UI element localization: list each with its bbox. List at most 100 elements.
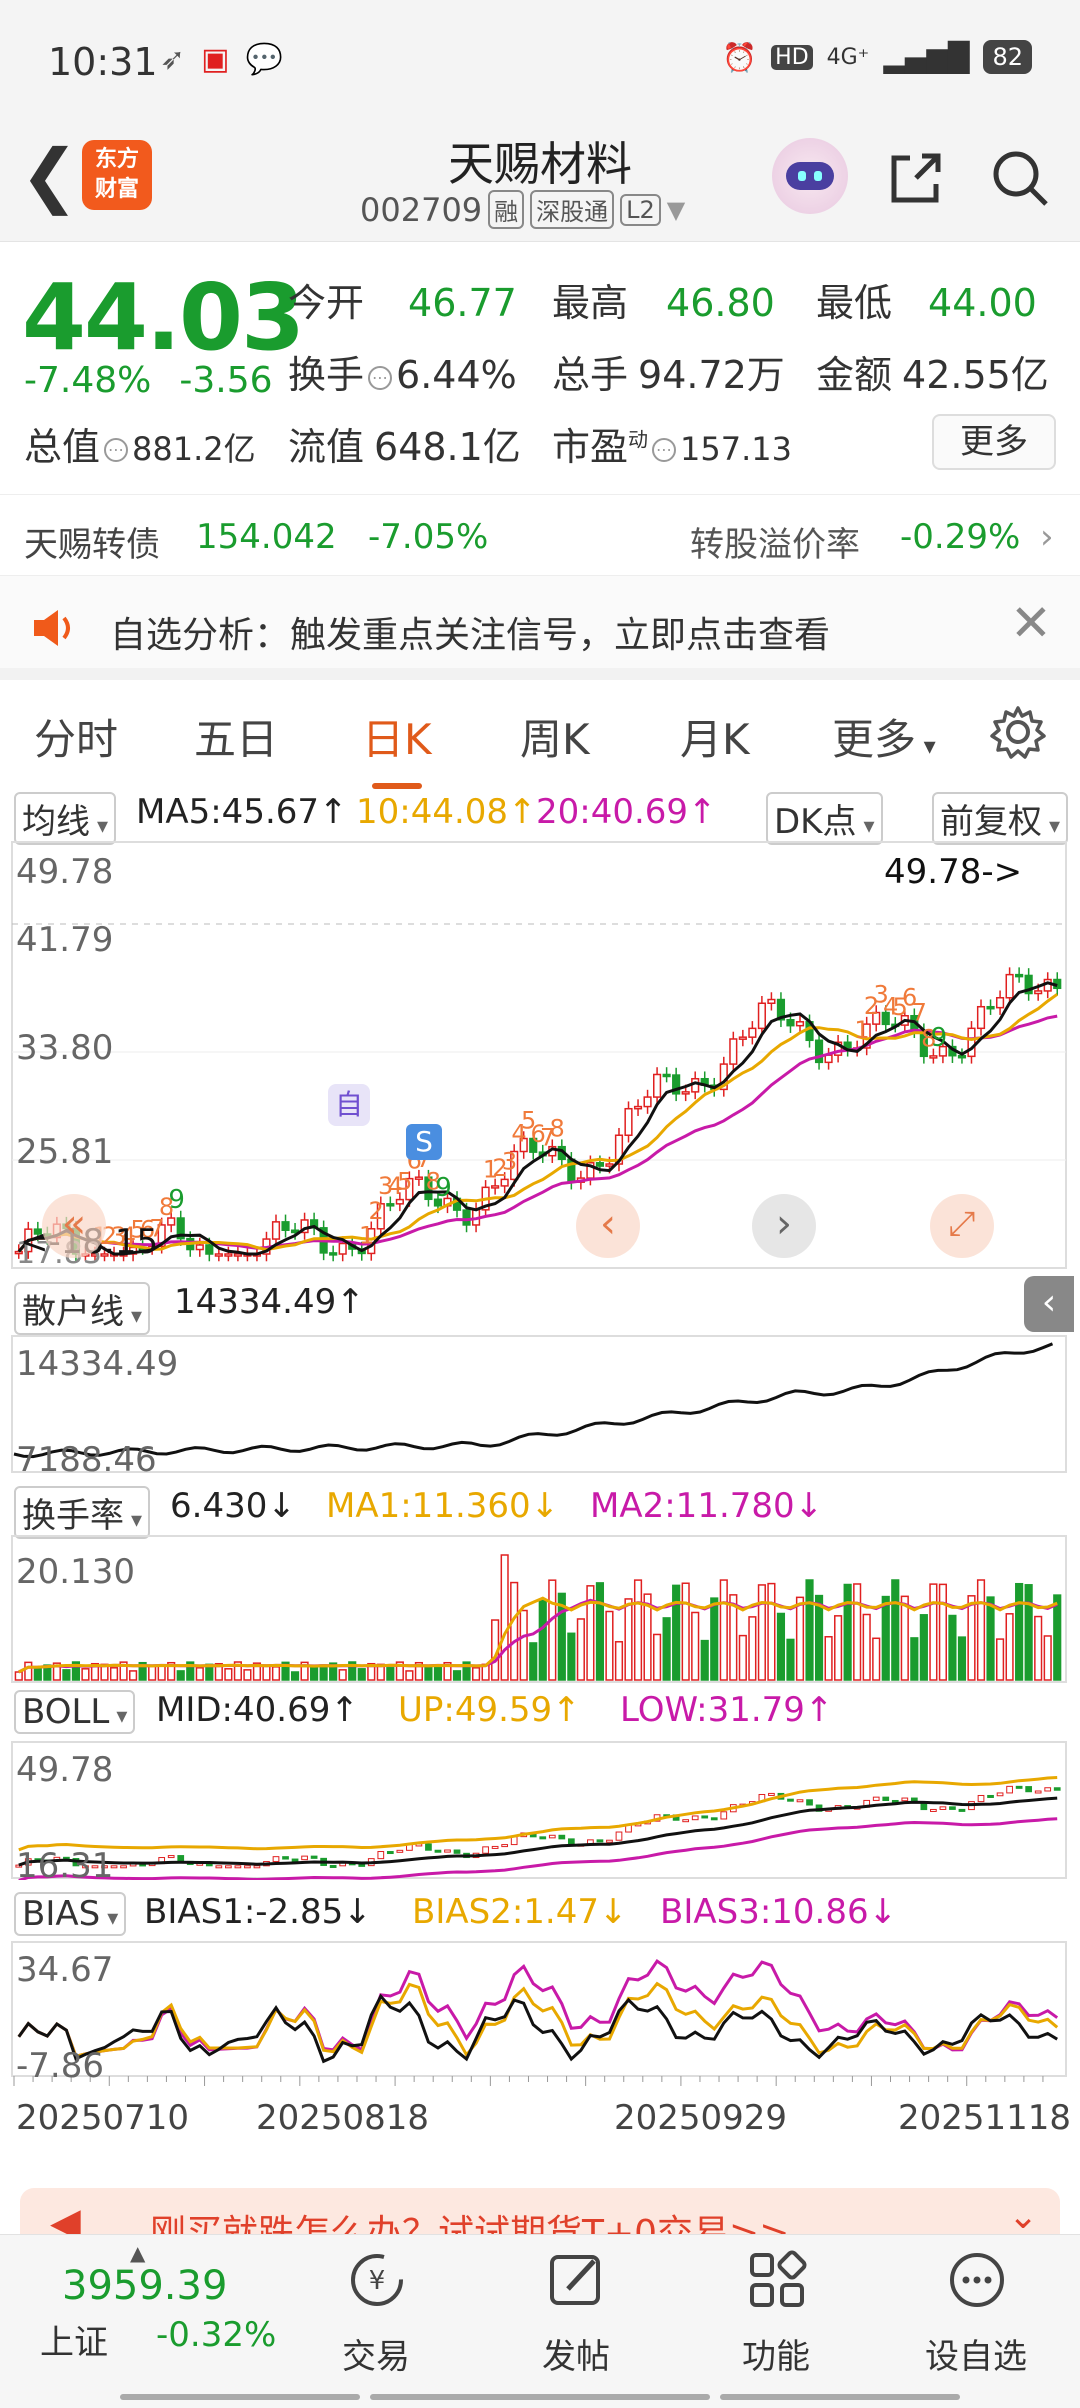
td-count-mark: 5 [521,1107,536,1135]
index-value[interactable]: 3959.39 [62,2263,228,2309]
candle-body [653,1073,662,1098]
convertible-bond-row[interactable]: 天赐转债 154.042 -7.05% 转股溢价率 -0.29% › [0,494,1080,576]
nav-functions[interactable]: 功能 [696,2235,856,2408]
side-panel-toggle[interactable]: ‹ [1024,1276,1074,1332]
turnover-bar [290,1671,300,1681]
boll-candle [282,1856,289,1860]
turnover-bar [957,1636,967,1681]
stock-subline: 002709 融 深股通 L2 ▼ [360,190,685,229]
scroll-right-button[interactable]: › [752,1194,816,1258]
dk-point-label: DK点 [774,802,857,842]
turnover-selector[interactable]: 换手率 [14,1486,151,1539]
index-name[interactable]: 上证 [40,2323,108,2363]
search-icon[interactable] [990,148,1050,208]
td-count-mark: 2 [864,992,879,1020]
tag-level2: L2 [620,193,661,226]
period-tabs: 分时 五日 日K 周K 月K 更多 ▾ [0,684,1080,789]
turnover-bar [1024,1584,1033,1681]
kline-chart[interactable]: 12345678912345678912345678123456789 [0,840,1080,1270]
more-button[interactable]: 更多 [932,414,1056,470]
retail-selector[interactable]: 散户线 [14,1282,151,1335]
app-logo[interactable]: 东方 财富 [82,140,152,210]
logo-text-bottom: 财富 [94,177,139,202]
candle-body [395,1198,404,1205]
info-icon[interactable]: ⋯ [368,365,393,390]
mktcap-label: 总值 [24,425,101,469]
tab-daily-k[interactable]: 日K [362,706,432,789]
tab-weekly-k[interactable]: 周K [520,715,590,764]
turnover-bar [319,1664,328,1681]
turnover-bar [1043,1635,1052,1681]
dk-point-button[interactable]: DK点 [766,792,883,845]
scroll-left-fast-button[interactable]: « [42,1194,106,1258]
boll-candle [482,1846,489,1854]
analysis-notice[interactable]: 自选分析：触发重点关注信号，立即点击查看 ✕ [0,576,1080,680]
premium-label: 转股溢价率 [690,525,860,565]
boll-chart [11,1741,1067,1880]
turnover-bar [986,1596,995,1681]
chevron-right-icon: › [1040,517,1054,557]
turnover-bar [643,1593,652,1681]
assistant-robot-icon[interactable] [772,138,848,214]
open-label: 今开 [288,281,365,325]
boll-candle [1034,1790,1042,1794]
y-label-2: 41.79 [16,920,114,960]
self-select-marker[interactable]: 自 [328,1084,370,1126]
nav-add-watchlist[interactable]: 设自选 [896,2235,1056,2408]
volume-label: 总手 [552,353,629,397]
open-value: 46.77 [408,281,517,325]
low-value: 44.00 [928,281,1037,325]
ma-selector[interactable]: 均线 [14,792,117,845]
turnover-bar [195,1667,204,1681]
nav-trade[interactable]: ¥ 交易 [296,2235,456,2408]
share-icon[interactable] [886,148,946,208]
sell-marker[interactable]: S [406,1124,442,1160]
boll-candle [82,1865,89,1869]
ma5-value: MA5:45.67↑ [136,792,348,832]
boll-candle [377,1851,385,1860]
td-count-mark: 8 [550,1115,565,1143]
close-icon[interactable]: ✕ [1010,594,1052,652]
battery-icon: 82 [983,40,1032,74]
settings-gear-icon[interactable] [990,704,1046,760]
scroll-left-button[interactable]: ‹ [576,1194,640,1258]
boll-candle [882,1796,890,1801]
candle-body [281,1221,290,1231]
boll-up-line [18,1776,1058,1852]
bias-selector[interactable]: BIAS [14,1892,127,1936]
tab-monthly-k[interactable]: 月K [680,715,750,764]
high-value: 46.80 [666,281,775,325]
candle-body [624,1107,633,1136]
tab-more[interactable]: 更多 ▾ [832,715,936,764]
candle-body [1015,973,1024,978]
turnover-bar [719,1579,728,1681]
candle-body [214,1253,223,1257]
turnover-y-top: 20.130 [16,1552,135,1592]
tab-intraday[interactable]: 分时 [34,715,119,764]
candle-body [1034,990,1043,995]
boll-candle [444,1849,451,1853]
message-icon: 💬 [245,42,283,77]
nav-post[interactable]: 发帖 [496,2235,656,2408]
turnover-bar [862,1613,871,1681]
turnover-bar [948,1614,957,1681]
turnover-bar [1015,1582,1024,1681]
info-icon[interactable]: ⋯ [104,437,129,462]
bias2-value: BIAS2:1.47↓ [412,1892,628,1932]
expand-chart-button[interactable]: ⤢ [930,1194,994,1258]
more-dots-icon [950,2253,1004,2307]
info-icon[interactable]: ⋯ [652,437,677,462]
dropdown-icon[interactable]: ▼ [666,195,686,224]
boll-candle [225,1865,232,1869]
turnover-bar [1053,1594,1062,1681]
boll-candle [901,1797,909,1802]
td-count-mark: 9 [435,1173,452,1203]
boll-selector[interactable]: BOLL [14,1690,136,1734]
td-count-mark: 6 [902,984,917,1012]
boll-candle [1025,1786,1033,1793]
adjust-button[interactable]: 前复权 [932,792,1069,845]
back-icon[interactable]: ❮ [20,134,79,216]
candle-body [329,1252,338,1256]
promo-collapse-icon[interactable]: ⌄ [1008,2196,1039,2237]
tab-five-day[interactable]: 五日 [194,715,279,764]
